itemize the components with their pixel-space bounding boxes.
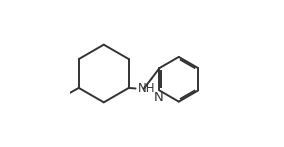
Text: N: N: [154, 91, 163, 104]
Text: NH: NH: [138, 82, 155, 95]
